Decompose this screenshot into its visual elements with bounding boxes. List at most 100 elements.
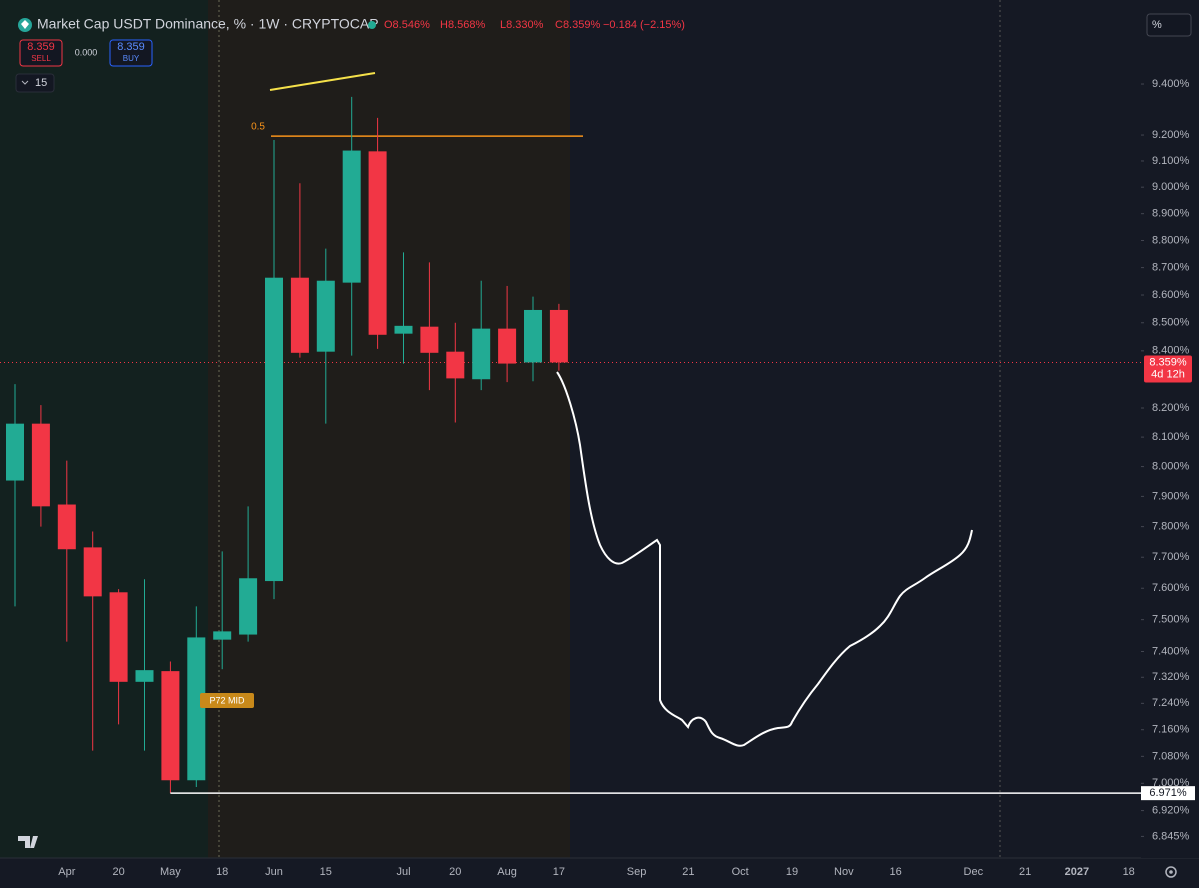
interval[interactable]: 15 [35,77,47,89]
y-tick-label: 8.900% [1152,208,1190,220]
y-tick-label: 6.920% [1152,804,1190,816]
y-tick-label: 7.400% [1152,645,1190,657]
y-tick-label: 8.400% [1152,345,1190,357]
sell-button[interactable] [19,39,63,67]
y-tick-label: 8.100% [1152,431,1190,443]
x-tick-label: 15 [320,866,332,878]
sell-price[interactable]: 8.359 [27,41,55,53]
x-tick-label: Jun [265,866,283,878]
indicator-tag-box [200,693,254,708]
countdown-label: 4d 12h [1151,368,1185,380]
fib-label: 0.5 [251,122,265,133]
y-tick-label: 9.400% [1152,78,1190,90]
last-price-label: 8.359% [1149,356,1187,368]
y-tick-label: 8.200% [1152,402,1190,414]
settings-icon-center [1169,870,1173,874]
y-tick-label: 8.500% [1152,317,1190,329]
candle-body [342,150,361,283]
ohlc-legend: O8.546% H8.568% L8.330% C8.359% −0.184 (… [384,19,685,31]
x-tick-label: Dec [964,866,984,878]
x-tick-label: 17 [553,866,565,878]
y-tick-label: 7.080% [1152,750,1190,762]
y-tick-label: 9.000% [1152,181,1190,193]
low-label: L8.330% [500,19,544,31]
y-tick-label: 7.160% [1152,724,1190,736]
buy-price[interactable]: 8.359 [117,41,145,53]
candle-body [109,592,128,682]
x-tick-label: 2027 [1065,866,1089,878]
y-tick-label: 8.800% [1152,234,1190,246]
projection-drawing [556,371,973,747]
buy-button[interactable] [109,39,153,67]
y-tick-label: 7.600% [1152,582,1190,594]
scale-button-label[interactable]: % [1152,19,1162,31]
candle-body [368,151,387,335]
candle-body [420,326,439,353]
change-label: −0.184 (−2.15%) [603,19,685,31]
x-tick-label: 19 [786,866,798,878]
y-tick-label: 9.100% [1152,155,1190,167]
y-tick-label: 7.320% [1152,671,1190,683]
symbol-icon-mark [21,20,29,29]
open-label: O8.546% [384,19,430,31]
candle-body [498,328,517,364]
candle-body [239,578,258,635]
chevron [21,80,29,85]
interval-toggle[interactable] [15,73,55,93]
candle-body [213,631,232,640]
candle-body [57,504,76,550]
support-label-box [1141,786,1195,801]
y-tick-label: 7.800% [1152,521,1190,533]
last-price-box [1144,355,1192,383]
candle-body [446,351,465,379]
x-tick-label: 18 [216,866,228,878]
x-tick-label: Aug [497,866,517,878]
y-tick-label: 6.845% [1152,830,1190,842]
data-layer: 0.5 P72 MID [0,96,1141,794]
candle-body [524,309,542,363]
candle-body [549,309,568,363]
candle-body [135,670,154,682]
y-tick-label: 8.700% [1152,262,1190,274]
candle-body [316,280,335,352]
candle-body [6,423,24,481]
x-tick-label: Apr [58,866,75,878]
y-tick-label: 9.200% [1152,129,1190,141]
y-tick-label: 8.600% [1152,289,1190,301]
candle-body [161,671,180,781]
close-label: C8.359% [555,19,600,31]
candle-body [265,277,283,582]
x-tick-label: 21 [682,866,694,878]
support-label: 6.971% [1149,787,1187,799]
y-tick-label: 7.700% [1152,551,1190,563]
symbol-title: Market Cap USDT Dominance, % · 1W · CRYP… [37,16,379,32]
x-tick-label: 20 [112,866,124,878]
scale-button[interactable] [1146,13,1192,37]
x-tick-label: Nov [834,866,854,878]
y-tick-label: 7.500% [1152,614,1190,626]
x-tick-label: Oct [732,866,749,878]
x-tick-label: 20 [449,866,461,878]
indicator-tag: P72 MID [209,695,245,705]
x-tick-label: 18 [1123,866,1135,878]
candle-body [83,547,102,597]
x-tick-label: 21 [1019,866,1031,878]
x-tick-label: Jul [396,866,410,878]
spread: 0.000 [75,47,98,57]
settings-icon[interactable] [1165,866,1177,878]
candle-body [187,637,206,781]
candle-body [394,325,413,334]
x-tick-label: Sep [627,866,647,878]
sell-text[interactable]: SELL [31,54,51,63]
y-tick-label: 8.000% [1152,460,1190,472]
trend-line [269,72,376,91]
candle-body [31,423,50,507]
price-axis-bg [1141,0,1199,858]
buy-text[interactable]: BUY [123,54,140,63]
candle-body [472,328,491,380]
y-tick-label: 7.900% [1152,490,1190,502]
status-dot [368,21,376,29]
high-label: H8.568% [440,19,485,31]
